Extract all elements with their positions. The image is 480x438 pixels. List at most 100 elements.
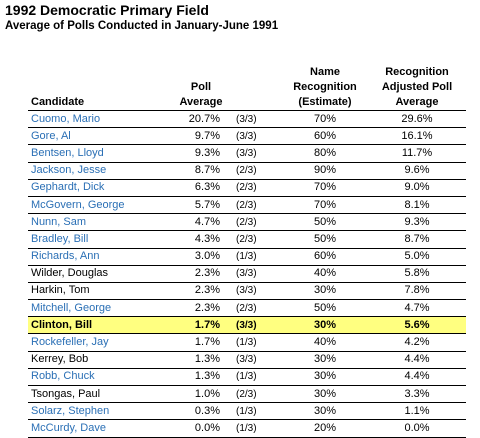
candidate-name[interactable]: McGovern, George xyxy=(28,196,178,215)
header-adjusted-average: Recognition Adjusted Poll Average xyxy=(368,65,466,111)
candidate-name[interactable]: Jackson, Jesse xyxy=(28,162,178,180)
candidate-name[interactable]: Gore, Al xyxy=(28,127,178,146)
candidate-name[interactable]: Robb, Chuck xyxy=(28,368,178,387)
poll-average: 0.0% xyxy=(178,419,224,438)
candidate-name[interactable]: Solarz, Stephen xyxy=(28,402,178,421)
name-recognition: 70% xyxy=(282,196,368,215)
candidate-name[interactable]: Bradley, Bill xyxy=(28,230,178,249)
poll-average: 6.3% xyxy=(178,179,224,197)
name-recognition: 40% xyxy=(282,333,368,352)
name-recognition: 50% xyxy=(282,299,368,318)
table-row: Bradley, Bill 4.3% (2/3) 50% 8.7% xyxy=(28,230,466,249)
page-subtitle: Average of Polls Conducted in January-Ju… xyxy=(5,20,279,32)
poll-count: (2/3) xyxy=(224,196,282,215)
table-row: McGovern, George 5.7% (2/3) 70% 8.1% xyxy=(28,196,466,215)
name-recognition: 30% xyxy=(282,316,368,335)
poll-average: 1.7% xyxy=(178,333,224,352)
adjusted-average: 16.1% xyxy=(368,127,466,146)
poll-count: (1/3) xyxy=(224,402,282,421)
poll-average: 3.0% xyxy=(178,248,224,266)
header-rec-line2: Recognition xyxy=(293,81,357,93)
table-row: Rockefeller, Jay 1.7% (1/3) 40% 4.2% xyxy=(28,333,466,352)
poll-count: (3/3) xyxy=(224,265,282,283)
adjusted-average: 5.8% xyxy=(368,265,466,283)
table-row: Gore, Al 9.7% (3/3) 60% 16.1% xyxy=(28,127,466,146)
poll-count: (1/3) xyxy=(224,368,282,387)
poll-average: 0.3% xyxy=(178,402,224,421)
name-recognition: 40% xyxy=(282,265,368,283)
header-name-recognition: Name Recognition (Estimate) xyxy=(282,65,368,111)
poll-table: Candidate Poll Average Name Recognition … xyxy=(28,65,466,438)
name-recognition: 70% xyxy=(282,179,368,197)
name-recognition: 80% xyxy=(282,144,368,163)
poll-count: (1/3) xyxy=(224,248,282,266)
candidate-name[interactable]: Nunn, Sam xyxy=(28,213,178,232)
poll-count: (2/3) xyxy=(224,179,282,197)
candidate-name[interactable]: Rockefeller, Jay xyxy=(28,333,178,352)
adjusted-average: 4.7% xyxy=(368,299,466,318)
adjusted-average: 1.1% xyxy=(368,402,466,421)
adjusted-average: 9.0% xyxy=(368,179,466,197)
candidate-name[interactable]: Gephardt, Dick xyxy=(28,179,178,197)
poll-average: 1.3% xyxy=(178,368,224,387)
poll-count: (2/3) xyxy=(224,299,282,318)
name-recognition: 30% xyxy=(282,402,368,421)
poll-count: (1/3) xyxy=(224,419,282,438)
table-row: Kerrey, Bob 1.3% (3/3) 30% 4.4% xyxy=(28,351,466,369)
poll-count: (2/3) xyxy=(224,162,282,180)
adjusted-average: 8.1% xyxy=(368,196,466,215)
header-poll-line2: Average xyxy=(179,96,223,108)
adjusted-average: 4.4% xyxy=(368,368,466,387)
poll-count: (2/3) xyxy=(224,213,282,232)
table-row: Gephardt, Dick 6.3% (2/3) 70% 9.0% xyxy=(28,179,466,197)
poll-average: 2.3% xyxy=(178,265,224,283)
poll-average: 1.0% xyxy=(178,385,224,404)
header-poll-line1: Poll xyxy=(190,81,212,93)
name-recognition: 30% xyxy=(282,368,368,387)
poll-count: (3/3) xyxy=(224,316,282,335)
header-adj-line3: Average xyxy=(395,96,439,108)
table-row: Jackson, Jesse 8.7% (2/3) 90% 9.6% xyxy=(28,162,466,180)
poll-average: 9.3% xyxy=(178,144,224,163)
candidate-name: Wilder, Douglas xyxy=(28,265,178,283)
table-row: Mitchell, George 2.3% (2/3) 50% 4.7% xyxy=(28,299,466,318)
name-recognition: 20% xyxy=(282,419,368,438)
poll-count: (2/3) xyxy=(224,230,282,249)
adjusted-average: 3.3% xyxy=(368,385,466,404)
adjusted-average: 4.4% xyxy=(368,351,466,369)
candidate-name[interactable]: Bentsen, Lloyd xyxy=(28,144,178,163)
poll-count: (3/3) xyxy=(224,110,282,129)
table-row-highlighted: Clinton, Bill 1.7% (3/3) 30% 5.6% xyxy=(28,316,466,335)
adjusted-average: 0.0% xyxy=(368,419,466,438)
header-candidate: Candidate xyxy=(28,65,178,111)
candidate-name[interactable]: Richards, Ann xyxy=(28,248,178,266)
adjusted-average: 9.6% xyxy=(368,162,466,180)
poll-average: 5.7% xyxy=(178,196,224,215)
adjusted-average: 8.7% xyxy=(368,230,466,249)
candidate-name[interactable]: Cuomo, Mario xyxy=(28,110,178,129)
table-row: Harkin, Tom 2.3% (3/3) 30% 7.8% xyxy=(28,282,466,301)
candidate-name: Kerrey, Bob xyxy=(28,351,178,369)
name-recognition: 70% xyxy=(282,110,368,129)
header-adj-line2: Adjusted Poll xyxy=(381,81,453,93)
poll-average: 1.3% xyxy=(178,351,224,369)
poll-average: 2.3% xyxy=(178,282,224,301)
adjusted-average: 9.3% xyxy=(368,213,466,232)
poll-count: (3/3) xyxy=(224,144,282,163)
table-row: Cuomo, Mario 20.7% (3/3) 70% 29.6% xyxy=(28,110,466,129)
candidate-name: Harkin, Tom xyxy=(28,282,178,301)
table-row: Tsongas, Paul 1.0% (2/3) 30% 3.3% xyxy=(28,385,466,404)
candidate-name[interactable]: McCurdy, Dave xyxy=(28,419,178,438)
page-title: 1992 Democratic Primary Field xyxy=(5,2,209,18)
table-row: Nunn, Sam 4.7% (2/3) 50% 9.3% xyxy=(28,213,466,232)
name-recognition: 60% xyxy=(282,127,368,146)
poll-average: 20.7% xyxy=(178,110,224,129)
candidate-name[interactable]: Mitchell, George xyxy=(28,299,178,318)
poll-average: 8.7% xyxy=(178,162,224,180)
table-row: Solarz, Stephen 0.3% (1/3) 30% 1.1% xyxy=(28,402,466,421)
adjusted-average: 7.8% xyxy=(368,282,466,301)
poll-count: (1/3) xyxy=(224,333,282,352)
poll-average: 2.3% xyxy=(178,299,224,318)
header-adj-line1: Recognition xyxy=(385,66,449,78)
name-recognition: 90% xyxy=(282,162,368,180)
